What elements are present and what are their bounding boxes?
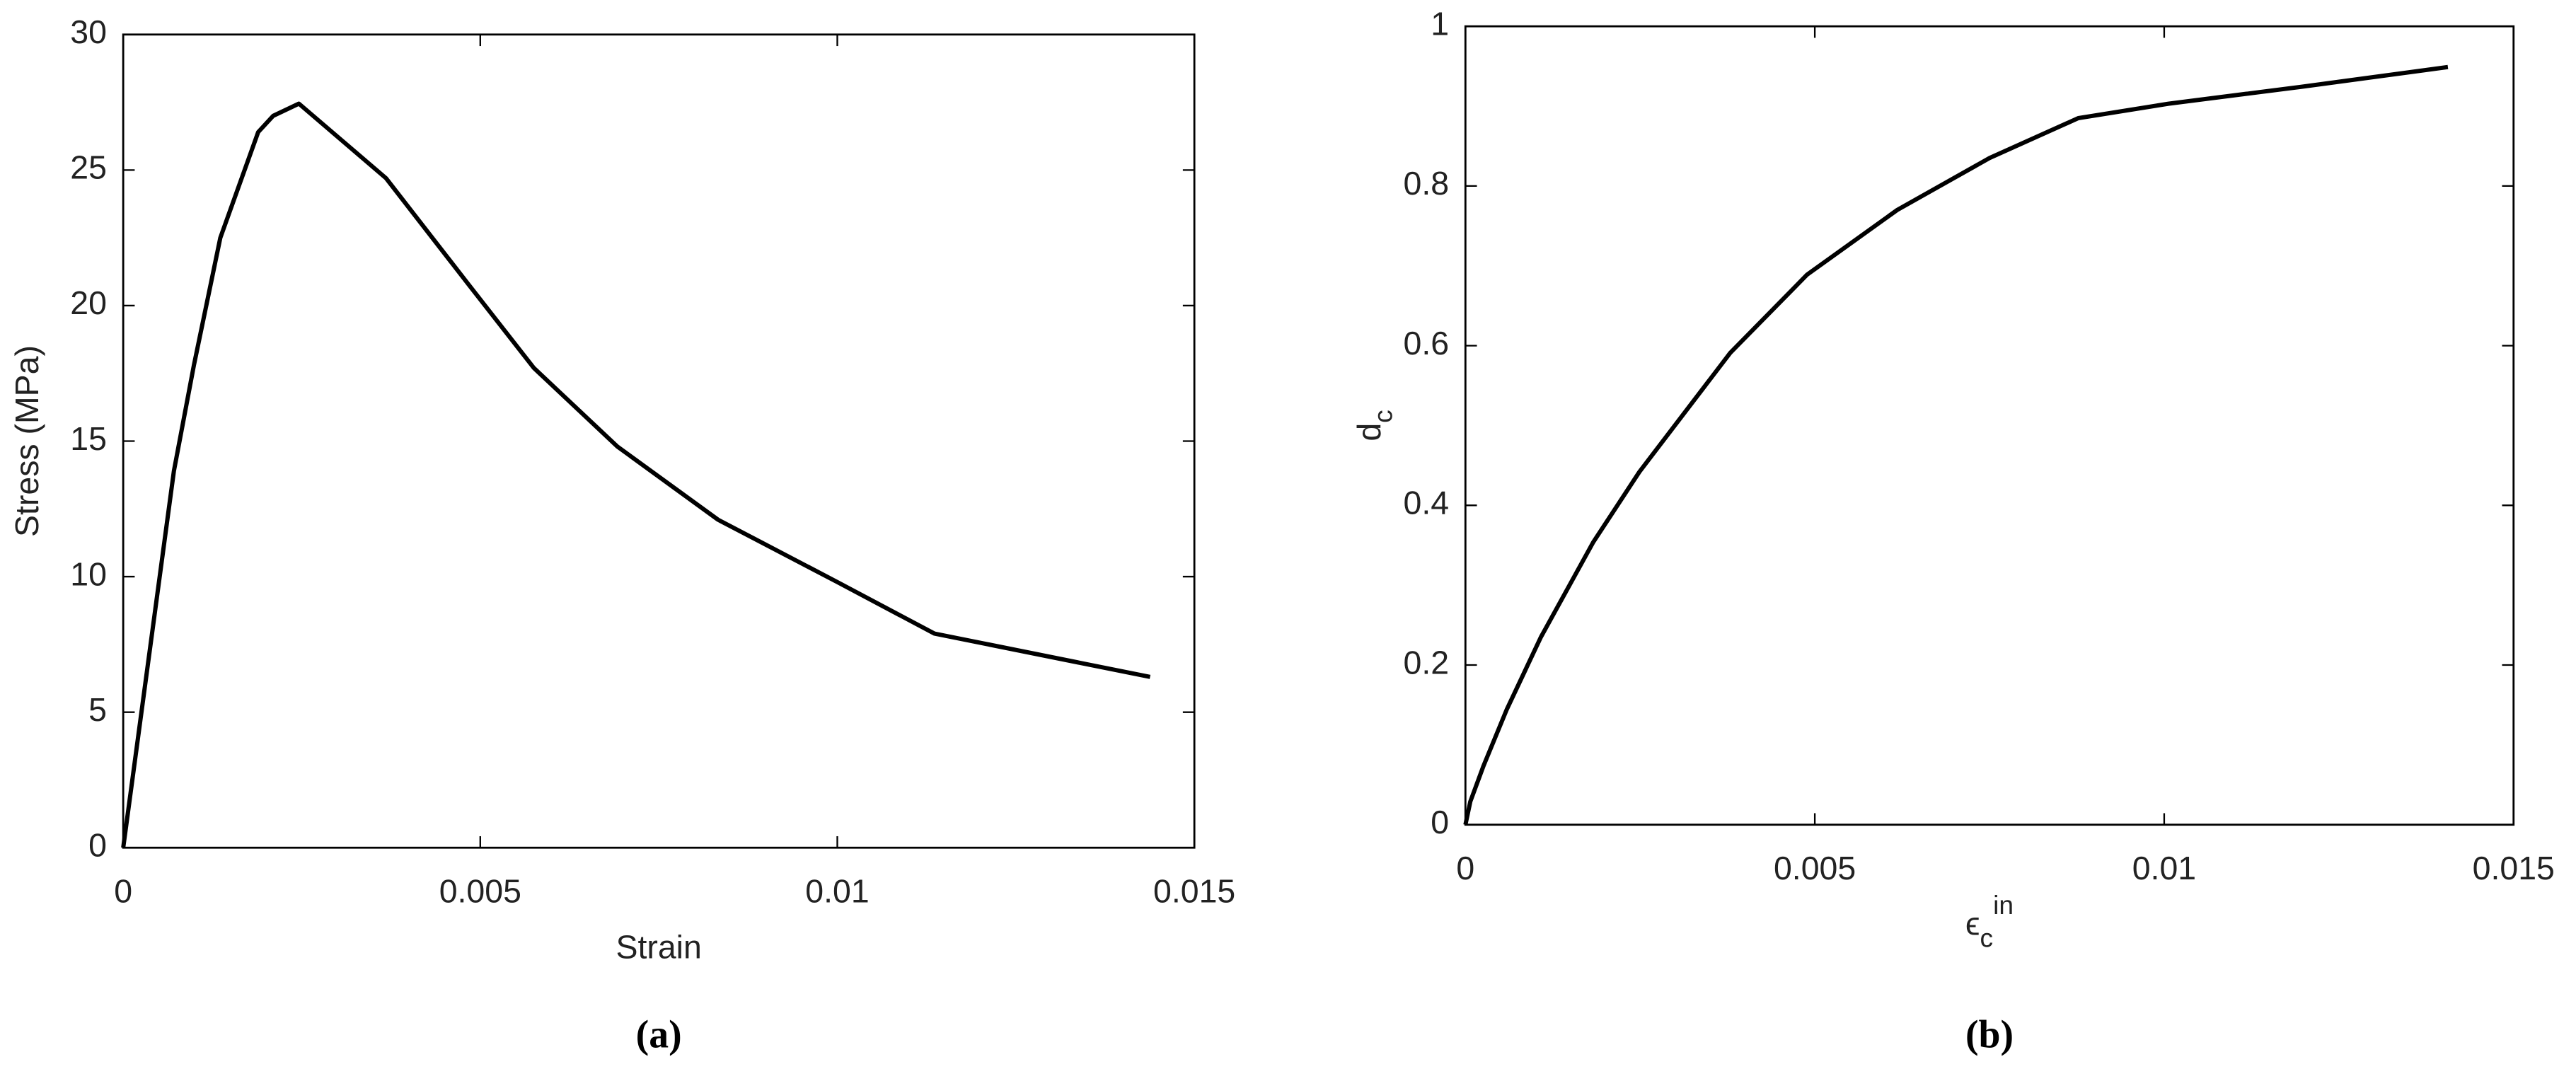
- y-tick-label: 20: [70, 284, 107, 321]
- plot-frame: [122, 33, 1196, 849]
- label-base: ϵ: [1965, 906, 1980, 942]
- x-tick-label: 0.01: [2132, 850, 2196, 886]
- data-line: [121, 101, 1151, 848]
- x-tick-label: 0: [1456, 850, 1474, 886]
- data-line: [1463, 64, 2449, 826]
- label-base: d: [1351, 423, 1387, 441]
- x-tick-label: 0: [114, 873, 132, 910]
- y-tick-label: 0: [88, 826, 107, 863]
- x-tick-label: 0.005: [1774, 850, 1856, 886]
- y-tick-label: 0: [1431, 804, 1449, 840]
- label-subscript: c: [1980, 923, 1994, 952]
- x-tick-label: 0.015: [2473, 850, 2555, 886]
- y-tick-label: 25: [70, 149, 107, 186]
- caption: (b): [1965, 1012, 2014, 1056]
- y-axis-label: dc: [1351, 410, 1397, 441]
- label-subscript: c: [1368, 410, 1397, 423]
- x-tick-label: 0.015: [1153, 873, 1235, 910]
- x-tick-label: 0.005: [439, 873, 521, 910]
- x-tick-label: 0.01: [805, 873, 869, 910]
- y-tick-label: 5: [88, 691, 107, 728]
- y-tick-label: 0.6: [1404, 325, 1450, 362]
- label-superscript: in: [1993, 890, 2014, 920]
- plot-frame: [1464, 25, 2515, 826]
- x-axis-label: ϵc in: [1965, 890, 2014, 952]
- y-axis-label: Stress (MPa): [8, 345, 45, 537]
- y-tick-label: 0.4: [1404, 485, 1450, 521]
- y-tick-label: 10: [70, 555, 107, 592]
- caption: (a): [636, 1012, 682, 1056]
- x-axis-label: Strain: [616, 928, 701, 965]
- y-tick-label: 15: [70, 420, 107, 457]
- y-tick-label: 0.2: [1404, 644, 1450, 681]
- y-tick-label: 30: [70, 13, 107, 50]
- y-tick-label: 1: [1431, 5, 1449, 42]
- y-tick-label: 0.8: [1404, 165, 1450, 202]
